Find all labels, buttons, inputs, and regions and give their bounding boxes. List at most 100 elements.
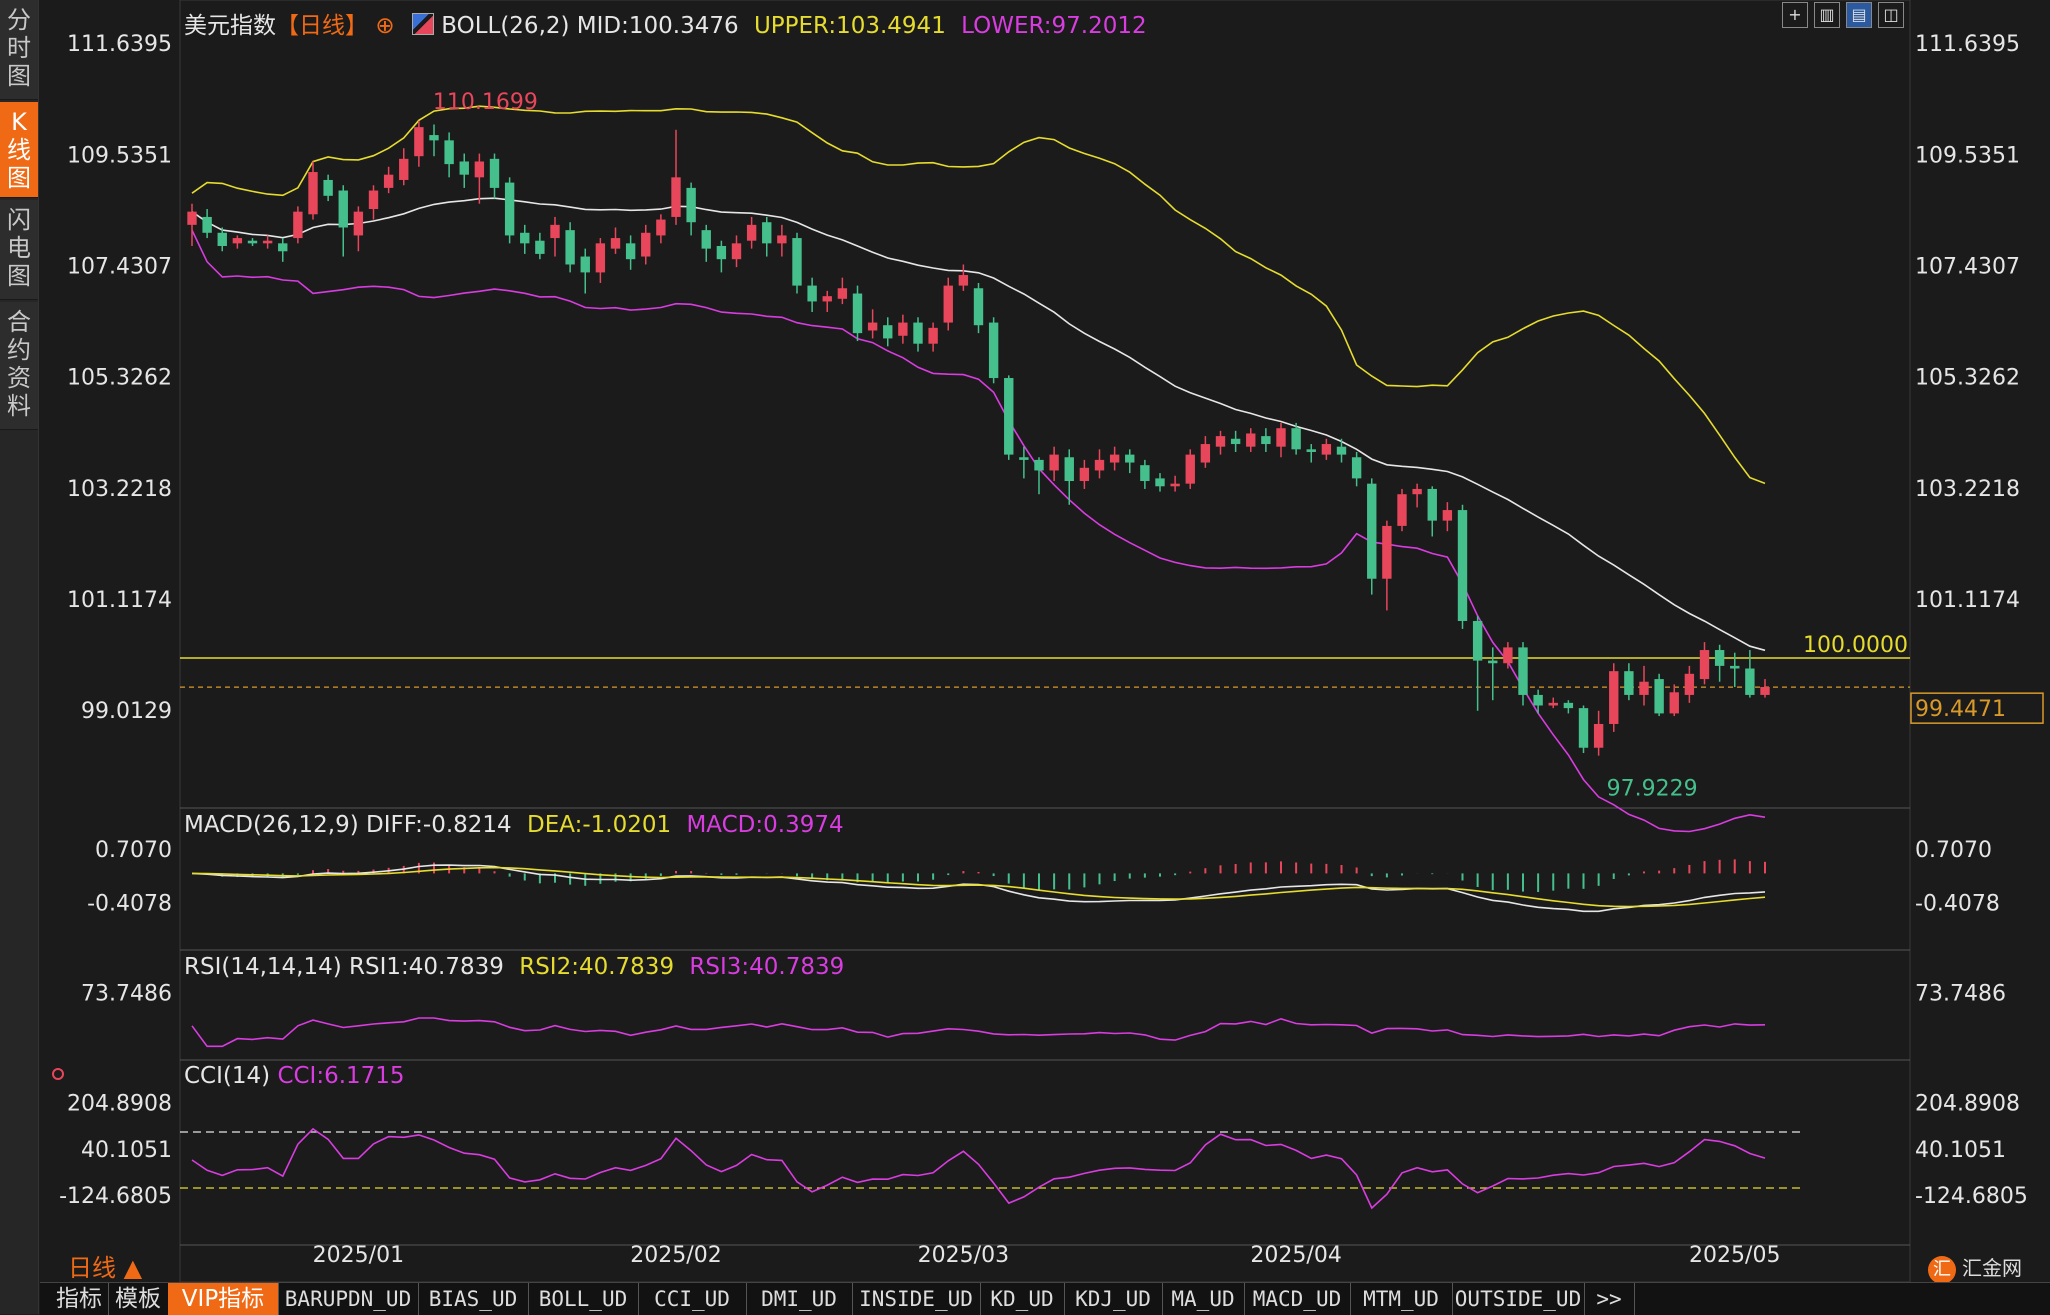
bar-chart-icon[interactable]: ▥ [1814, 2, 1840, 28]
y-tick-left: 99.0129 [81, 699, 172, 724]
candle-body [1064, 457, 1074, 482]
candle-body [1276, 428, 1286, 447]
y-tick-right: 101.1174 [1915, 588, 2020, 613]
indicator-tab[interactable]: OUTSIDE_UD [1452, 1283, 1585, 1315]
indicator-tab[interactable]: KDJ_UD [1064, 1283, 1163, 1315]
sidebar-tab-1[interactable]: K线图 [0, 102, 38, 198]
level-label: 100.0000 [1803, 633, 1908, 658]
candle-body [988, 322, 999, 379]
candle-body [383, 174, 394, 188]
indicator-tab[interactable]: BOLL_UD [528, 1283, 639, 1315]
candle-body [353, 211, 364, 236]
candle-body [1488, 660, 1498, 664]
candle-body [202, 216, 212, 233]
candle-body [1745, 668, 1755, 695]
macd-dea-line [191, 866, 1766, 908]
candle-body [247, 240, 258, 244]
sidebar-tab-3[interactable]: 合约资料 [0, 302, 38, 430]
candle-body [1593, 723, 1604, 748]
candle-body [1321, 444, 1332, 455]
indicator-tab[interactable]: >> [1584, 1283, 1635, 1315]
candle-body [1397, 494, 1407, 526]
candle-body [1185, 454, 1195, 484]
kline-chart[interactable]: 111.6395 111.6395 109.5351 109.5351 107.4307… [0, 0, 2050, 1282]
indicator-tab[interactable]: INSIDE_UD [852, 1283, 981, 1315]
candle-body [1442, 510, 1453, 521]
candle-body [867, 322, 878, 331]
crosshair-icon[interactable]: + [1782, 2, 1808, 28]
sidebar-tab-2[interactable]: 闪电图 [0, 200, 38, 300]
candle-body [1503, 647, 1513, 664]
candle-body [1654, 679, 1664, 714]
sidebar: 分时图 K线图 闪电图 合约资料 [0, 0, 39, 1314]
candle-body [308, 172, 318, 215]
y-tick-right: 107.4307 [1915, 254, 2020, 279]
candle-body [898, 322, 908, 336]
candle-body [1382, 525, 1392, 579]
indicator-tab[interactable]: 指标 [50, 1283, 109, 1315]
x-axis-label: 2025/01 [313, 1243, 404, 1268]
indicator-tab[interactable]: BIAS_UD [418, 1283, 529, 1315]
rsi-2: RSI2:40.7839 [519, 954, 675, 980]
candle-body [550, 224, 560, 239]
candle-body [1457, 510, 1468, 621]
indicator-tab-bar: 指标 模板 VIP指标 BARUPDN_UD BIAS_UD BOLL_UD CCI_UD D… [40, 1282, 2050, 1315]
candle-body [777, 235, 787, 244]
candle-body [1639, 681, 1649, 695]
candle-body [973, 288, 984, 326]
candle-body [837, 288, 848, 299]
y-tick-left: 109.5351 [67, 143, 172, 168]
y-tick-left: 105.3262 [67, 366, 172, 391]
period-label[interactable]: 【日线】 [276, 13, 368, 39]
candle-body [1079, 467, 1090, 482]
sidebar-tab-0[interactable]: 分时图 [0, 0, 38, 100]
macd-tick-left: -0.4078 [87, 891, 172, 916]
macd-tick-left: 0.7070 [95, 838, 172, 863]
settings-icon[interactable]: ◫ [1878, 2, 1904, 28]
indicator-tab[interactable]: KD_UD [980, 1283, 1065, 1315]
indicator-tab[interactable]: MACD_UD [1244, 1283, 1351, 1315]
candle-body [1291, 428, 1301, 450]
boll-lower-line [191, 229, 1766, 833]
indicator-tab[interactable]: DMI_UD [746, 1283, 853, 1315]
rsi-header: RSI(14,14,14) RSI1:40.7839 RSI2:40.7839 … [184, 954, 844, 980]
indicator-tab[interactable]: VIP指标 [168, 1283, 279, 1315]
candle-body [943, 285, 953, 323]
logo-icon: 汇 [1928, 1255, 1956, 1284]
add-icon[interactable]: ⊕ [375, 13, 395, 39]
candle-body [1351, 457, 1362, 479]
candle-chart-icon[interactable]: ▤ [1846, 2, 1872, 28]
candle-body [716, 245, 727, 260]
indicator-tab[interactable]: MTM_UD [1350, 1283, 1453, 1315]
y-tick-right: 109.5351 [1915, 143, 2020, 168]
candle-body [1699, 650, 1710, 680]
macd-value: MACD:0.3974 [686, 812, 844, 838]
cci-tick-right: 204.8908 [1915, 1092, 2020, 1117]
candle-body [1094, 459, 1105, 471]
indicator-tab[interactable]: CCI_UD [638, 1283, 747, 1315]
candle-body [1215, 436, 1226, 447]
candle-body [1609, 671, 1619, 724]
candle-body [1170, 483, 1180, 487]
candle-body [262, 240, 273, 244]
candle-body [429, 135, 439, 141]
rsi-1: RSI1:40.7839 [349, 954, 504, 980]
indicator-tab[interactable]: 模板 [108, 1283, 169, 1315]
rsi-tick-left: 73.7486 [81, 981, 172, 1006]
candle-body [1427, 488, 1437, 521]
candle-body [1533, 694, 1543, 706]
candle-body [504, 182, 515, 236]
candle-body [595, 243, 606, 273]
period-indicator[interactable]: 日线 ▲ [68, 1254, 143, 1282]
candle-body [338, 190, 348, 228]
candle-body [928, 327, 938, 344]
candle-body [474, 161, 485, 178]
macd-title: MACD(26,12,9) [184, 812, 359, 838]
cci-tick-right: -124.6805 [1915, 1184, 2028, 1209]
cci-tick-left: -124.6805 [59, 1184, 172, 1209]
rsi-title: RSI(14,14,14) [184, 954, 342, 980]
indicator-tab[interactable]: MA_UD [1162, 1283, 1245, 1315]
candle-body [1684, 673, 1695, 695]
indicator-tab[interactable]: BARUPDN_UD [278, 1283, 419, 1315]
candle-body [762, 222, 772, 244]
